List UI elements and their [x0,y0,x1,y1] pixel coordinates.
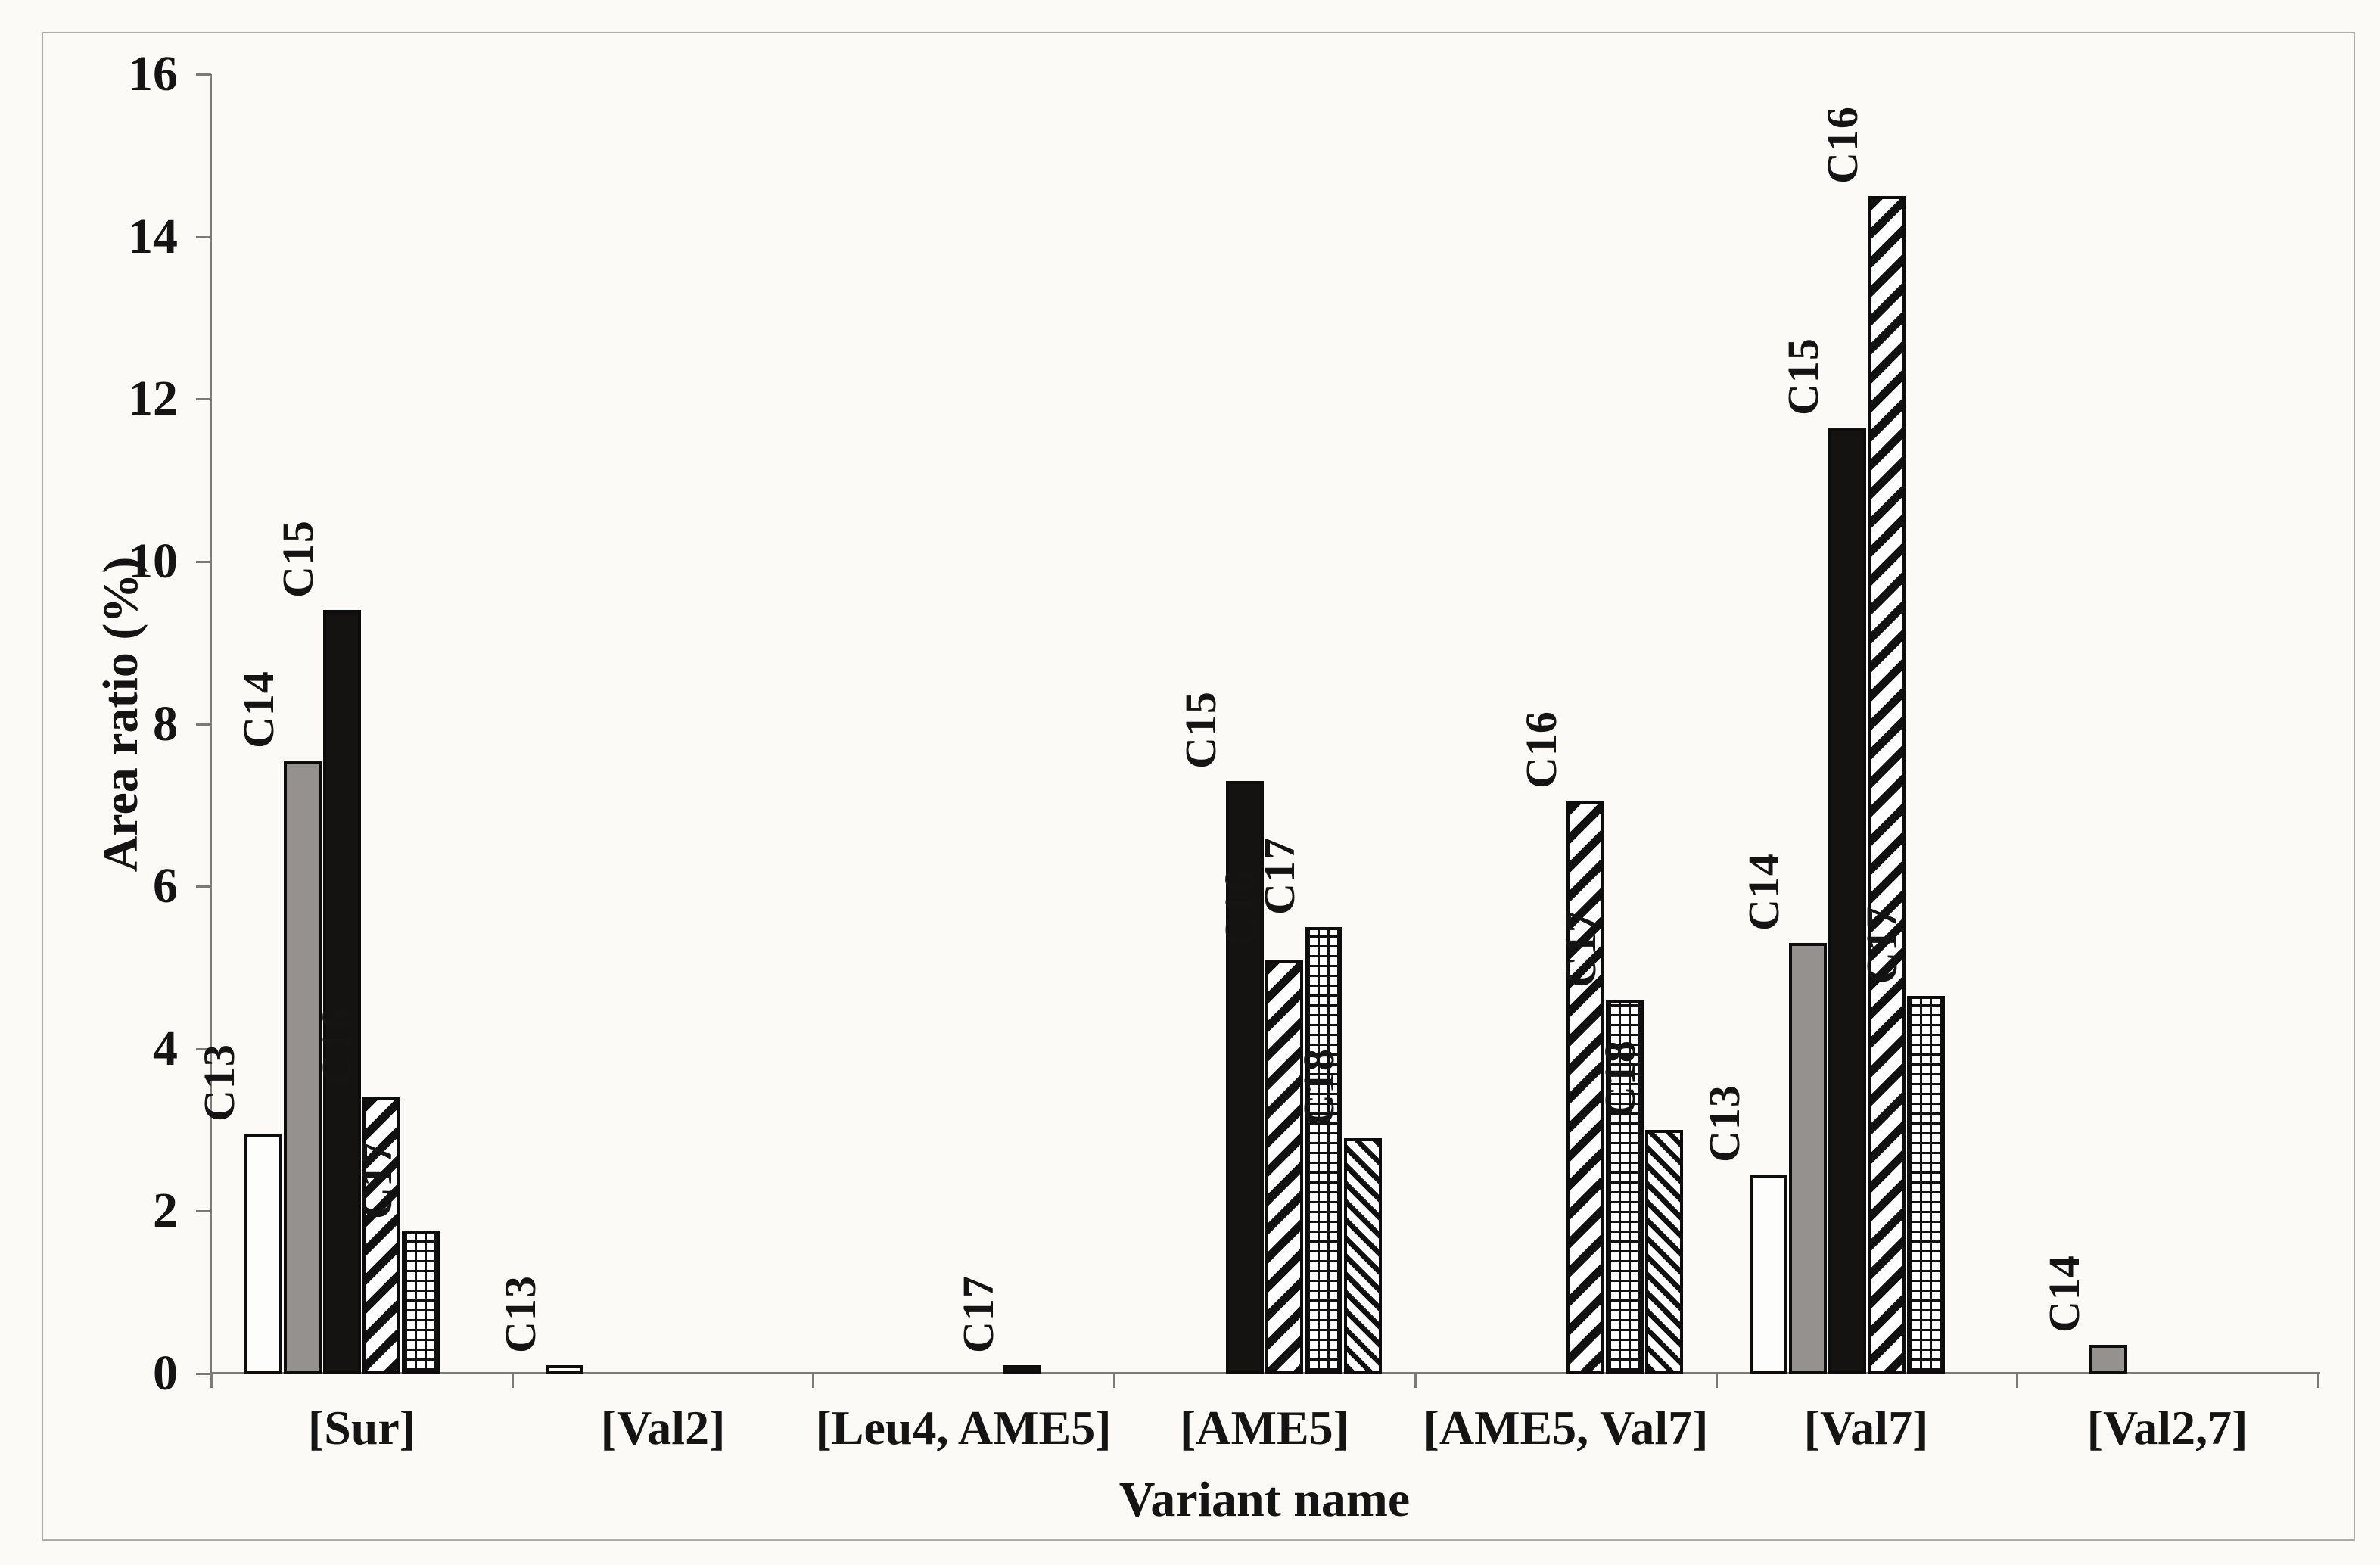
bar-C14 [2089,1345,2127,1374]
bar-label-C15: C15 [273,520,322,598]
category-label: [Leu4, AME5] [815,1401,1112,1455]
x-axis-tick [1716,1374,1718,1388]
bar-label-C17: C17 [1857,906,1906,984]
y-axis-tick-label: 0 [153,1346,178,1401]
bar-C17 [1907,996,1945,1374]
category-label: [Val2] [600,1401,726,1455]
y-axis-tick [196,236,211,238]
bar-label-C16: C16 [313,1007,362,1085]
x-axis-tick [210,1374,213,1388]
y-axis-tick-label: 2 [153,1183,178,1238]
bar-label-C14: C14 [234,670,283,748]
bar-label-C13: C13 [496,1275,545,1353]
bar-label-C14: C14 [1739,853,1788,931]
bar-C15 [1226,781,1264,1374]
bar-label-C18: C18 [1294,1048,1343,1126]
bar-label-C13: C13 [1700,1084,1749,1162]
bar-label-C17: C17 [954,1275,1003,1353]
bar-C17 [1003,1365,1041,1374]
bar-C13 [1750,1175,1787,1374]
x-axis-tick [512,1374,514,1388]
x-axis-tick [1113,1374,1115,1388]
bar-label-C16: C16 [1517,711,1566,789]
y-axis-tick-label: 8 [153,696,178,751]
y-axis-tick-label: 10 [128,534,178,589]
y-axis-tick [196,73,211,76]
y-axis-tick [196,1048,211,1050]
y-axis-tick [196,561,211,563]
figure-border [42,32,2355,1541]
bar-label-C13: C13 [194,1044,244,1122]
bar-C13 [244,1134,282,1374]
y-axis-tick-label: 14 [128,209,178,264]
bar-label-C15: C15 [1778,338,1828,415]
bar-label-C14: C14 [2039,1255,2089,1333]
bar-C16 [1265,960,1303,1374]
bar-C14 [284,761,322,1374]
y-axis-tick-label: 6 [153,858,178,913]
y-axis-tick [196,885,211,888]
x-axis-line [210,1372,2320,1374]
y-axis-tick-label: 4 [153,1021,178,1076]
bar-C14 [1789,943,1827,1374]
bar-C15 [1828,428,1866,1374]
x-axis-tick [2016,1374,2018,1388]
category-label: [Val2,7] [2086,1401,2248,1455]
bar-label-C17: C17 [1255,837,1304,915]
bar-C16 [1868,196,1906,1374]
bar-C18 [1645,1130,1683,1374]
y-axis-tick [196,1210,211,1212]
bar-C17 [1305,927,1342,1374]
x-axis-tick [2317,1374,2319,1388]
category-label: [AME5] [1180,1401,1349,1455]
x-axis-title: Variant name [1118,1472,1411,1527]
y-axis-tick-label: 16 [128,46,178,101]
bar-C15 [323,610,361,1374]
bar-C16 [362,1097,400,1374]
bar-C18 [1344,1138,1382,1374]
y-axis-tick [196,1373,211,1375]
category-label: [AME5, Val7] [1423,1401,1709,1455]
y-axis-tick [196,398,211,400]
bar-label-C18: C18 [1595,1040,1644,1118]
bar-label-C16: C16 [1818,106,1867,184]
y-axis-tick-label: 12 [128,371,178,426]
bar-C17 [402,1231,440,1374]
x-axis-tick [812,1374,814,1388]
x-axis-tick [1414,1374,1417,1388]
y-axis-tick [196,723,211,726]
bar-label-C17: C17 [352,1141,401,1219]
bar-C13 [546,1365,583,1374]
bar-label-C15: C15 [1176,691,1225,769]
bar-C17 [1606,1000,1644,1374]
category-label: [Sur] [307,1401,416,1455]
bar-C16 [1566,801,1604,1374]
category-label: [Val7] [1803,1401,1929,1455]
bar-label-C17: C17 [1556,910,1605,988]
